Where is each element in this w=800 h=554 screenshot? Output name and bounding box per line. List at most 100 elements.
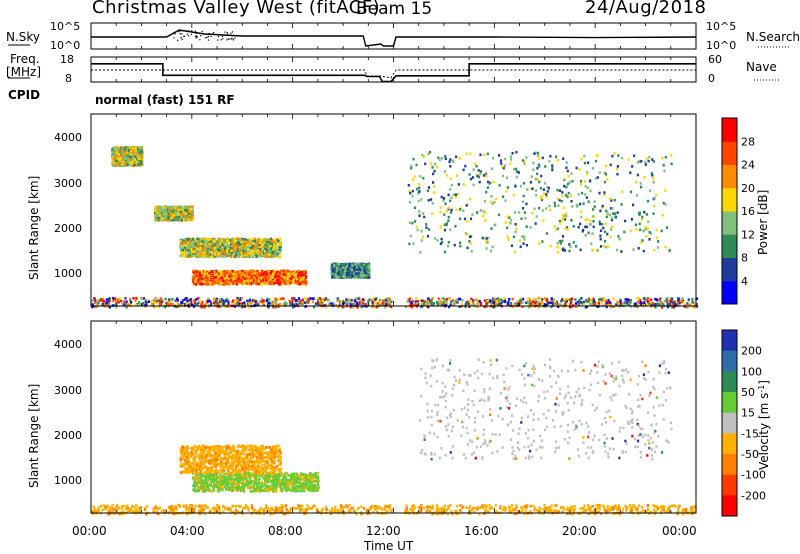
heatmap-cell bbox=[265, 248, 267, 251]
heatmap-cell bbox=[168, 298, 170, 301]
heatmap-cell bbox=[286, 277, 288, 280]
heatmap-cell bbox=[692, 301, 694, 304]
heatmap-cell bbox=[116, 155, 118, 158]
heatmap-cell bbox=[390, 301, 392, 304]
heatmap-cell bbox=[274, 255, 276, 258]
heatmap-cell bbox=[226, 240, 228, 243]
heatmap-cell bbox=[206, 278, 208, 281]
heatmap-cell bbox=[271, 303, 273, 306]
heatmap-cell bbox=[226, 270, 228, 273]
heatmap-cell bbox=[239, 280, 241, 283]
heatmap-cell bbox=[248, 241, 250, 244]
heatmap-cell bbox=[266, 299, 268, 302]
heatmap-cell bbox=[436, 301, 438, 304]
heatmap-cell bbox=[135, 297, 137, 300]
heatmap-cell bbox=[118, 299, 120, 302]
heatmap-cell bbox=[382, 300, 384, 303]
heatmap-cell bbox=[312, 301, 314, 304]
heatmap-cell bbox=[265, 279, 267, 282]
heatmap-cell bbox=[415, 297, 417, 300]
heatmap-cell bbox=[269, 281, 271, 284]
heatmap-cell bbox=[273, 241, 275, 244]
heatmap-cell bbox=[275, 298, 277, 301]
heatmap-cell bbox=[132, 154, 134, 157]
heatmap-cell bbox=[267, 241, 269, 244]
heatmap-cell bbox=[97, 299, 99, 302]
heatmap-cell bbox=[260, 239, 262, 242]
heatmap-cell bbox=[412, 300, 414, 303]
heatmap-cell bbox=[208, 243, 210, 246]
heatmap-cell bbox=[217, 242, 219, 245]
heatmap-cell bbox=[678, 299, 680, 302]
heatmap-cell bbox=[252, 242, 254, 245]
heatmap-cell bbox=[134, 158, 136, 161]
heatmap-cell bbox=[189, 255, 191, 258]
heatmap-cell bbox=[241, 282, 243, 285]
heatmap-cell bbox=[431, 299, 433, 302]
heatmap-cell bbox=[303, 282, 305, 285]
heatmap-cell bbox=[241, 272, 243, 275]
heatmap-cell bbox=[388, 300, 390, 303]
heatmap-cell bbox=[218, 249, 220, 252]
heatmap-cell bbox=[454, 302, 456, 305]
heatmap-cell bbox=[122, 302, 124, 305]
heatmap-cell bbox=[263, 299, 265, 302]
heatmap-cell bbox=[194, 245, 196, 248]
heatmap-cell bbox=[270, 247, 272, 250]
heatmap-cell bbox=[263, 240, 265, 243]
heatmap-cell bbox=[254, 270, 256, 273]
heatmap-cell bbox=[106, 298, 108, 301]
heatmap-cell bbox=[233, 278, 235, 281]
heatmap-cell bbox=[647, 297, 649, 300]
heatmap-cell bbox=[438, 297, 440, 300]
heatmap-cell bbox=[231, 242, 233, 245]
heatmap-cell bbox=[259, 301, 261, 304]
heatmap-cell bbox=[252, 256, 254, 259]
heatmap-cell bbox=[159, 303, 161, 306]
heatmap-cell bbox=[145, 301, 147, 304]
heatmap-cell bbox=[221, 248, 223, 251]
heatmap-cell bbox=[374, 302, 376, 305]
heatmap-cell bbox=[236, 297, 238, 300]
heatmap-cell bbox=[243, 282, 245, 285]
heatmap-cell bbox=[200, 301, 202, 304]
heatmap-cell bbox=[282, 297, 284, 300]
heatmap-cell bbox=[201, 271, 203, 274]
heatmap-cell bbox=[138, 157, 140, 160]
heatmap-cell bbox=[426, 301, 428, 304]
heatmap-cell bbox=[237, 238, 239, 241]
heatmap-cell bbox=[221, 300, 223, 303]
heatmap-cell bbox=[643, 297, 645, 300]
heatmap-cell bbox=[439, 302, 441, 305]
heatmap-cell bbox=[346, 302, 348, 305]
heatmap-cell bbox=[296, 299, 298, 302]
heatmap-cell bbox=[248, 302, 250, 305]
heatmap-cell bbox=[187, 249, 189, 252]
heatmap-cell bbox=[210, 243, 212, 246]
heatmap-cell bbox=[472, 302, 474, 305]
heatmap-cell bbox=[214, 273, 216, 276]
heatmap-cell bbox=[123, 149, 125, 152]
heatmap-cell bbox=[195, 273, 197, 276]
frequency-panel: 18 8 60 0 bbox=[8, 53, 780, 85]
heatmap-cell bbox=[236, 283, 238, 286]
heatmap-cell bbox=[232, 244, 234, 247]
heatmap-cell bbox=[578, 299, 580, 302]
heatmap-cell bbox=[97, 302, 99, 305]
heatmap-cell bbox=[293, 297, 295, 300]
noise-panel: 10^5 10^0 10^5 10^0 bbox=[8, 20, 790, 52]
heatmap-cell bbox=[196, 247, 198, 250]
heatmap-cell bbox=[229, 239, 231, 242]
heatmap-cell bbox=[374, 298, 376, 301]
heatmap-cell bbox=[119, 157, 121, 160]
nave-tick: 0 bbox=[708, 72, 715, 85]
heatmap-cell bbox=[108, 298, 110, 301]
heatmap-cell bbox=[161, 301, 163, 304]
heatmap-cell bbox=[191, 251, 193, 254]
heatmap-cell bbox=[102, 303, 104, 306]
heatmap-cell bbox=[233, 254, 235, 257]
heatmap-cell bbox=[129, 162, 131, 165]
heatmap-cell bbox=[666, 298, 668, 301]
heatmap-cell bbox=[278, 252, 280, 255]
heatmap-cell bbox=[260, 255, 262, 258]
